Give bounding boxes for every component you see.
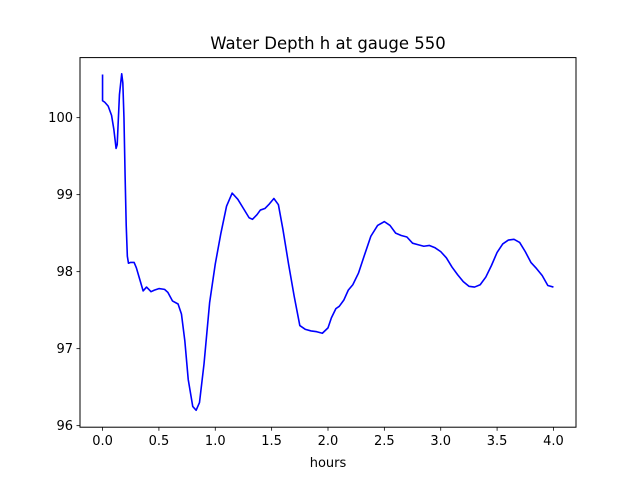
x-tick-label: 4.0 [543,434,564,449]
x-axis: 0.0 0.5 1.0 1.5 2.0 2.5 3.0 3.5 4.0 [92,427,564,449]
x-axis-label: hours [310,456,347,471]
x-tick-label: 3.0 [430,434,451,449]
plot-area [101,72,554,412]
x-tick-label: 2.5 [374,434,395,449]
x-tick-label: 0.5 [149,434,170,449]
axes-frame [79,57,577,428]
chart-title: Water Depth h at gauge 550 [210,34,445,53]
series-line-0 [101,72,554,412]
y-tick-label: 99 [56,188,73,203]
x-tick-label: 0.0 [92,434,113,449]
y-tick-label: 96 [56,419,73,434]
y-tick-label: 98 [56,265,73,280]
x-tick-label: 1.5 [261,434,282,449]
y-tick-label: 100 [48,111,73,126]
x-tick-label: 2.0 [318,434,339,449]
y-axis: 96 97 98 99 100 [48,111,80,434]
y-tick-label: 97 [56,342,73,357]
x-tick-label: 1.0 [205,434,226,449]
x-tick-label: 3.5 [487,434,508,449]
